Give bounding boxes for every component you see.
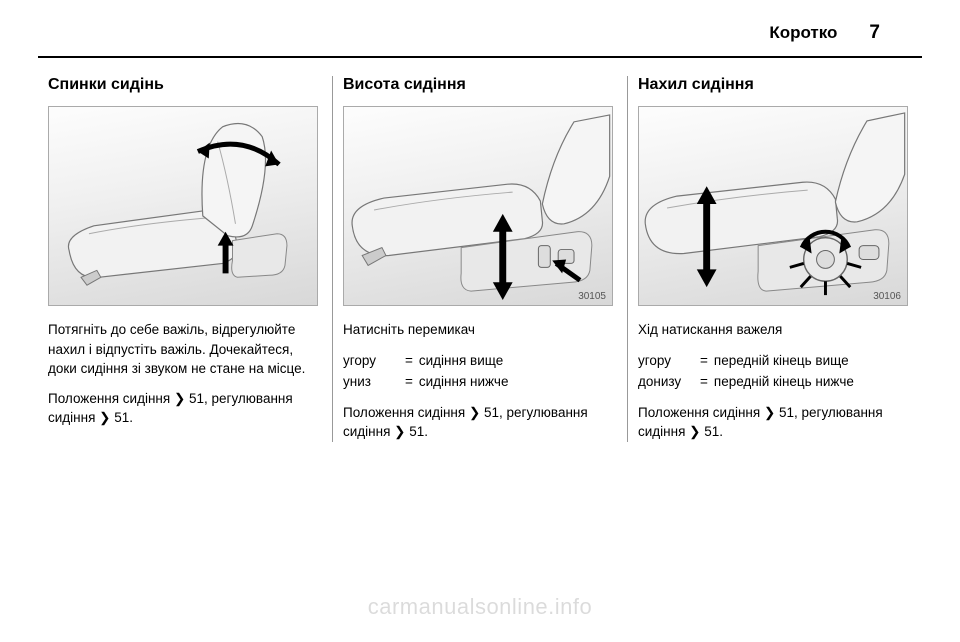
header-page-number: 7 bbox=[869, 22, 880, 44]
column-tilt: Нахил сидіння bbox=[628, 76, 922, 442]
kv-key: донизу bbox=[638, 371, 694, 393]
figure-tilt: 30106 bbox=[638, 106, 908, 306]
column-refs: Положення сидіння ❯ 51, регулювання сиді… bbox=[343, 403, 617, 442]
header-section-title: Коротко bbox=[769, 23, 837, 43]
figure-height: 30105 bbox=[343, 106, 613, 306]
kv-table: угору = передній кінець вище донизу = пе… bbox=[638, 350, 912, 393]
kv-row: угору = передній кінець вище bbox=[638, 350, 912, 372]
column-title: Спинки сидінь bbox=[48, 76, 322, 94]
column-height: Висота сидіння bbox=[333, 76, 628, 442]
figure-label: 30105 bbox=[578, 291, 606, 302]
column-lead: Натисніть перемикач bbox=[343, 320, 617, 340]
figure-backrest bbox=[48, 106, 318, 306]
kv-eq: = bbox=[694, 350, 714, 372]
content-row: Спинки сидінь bbox=[0, 58, 960, 442]
seat-tilt-illustration bbox=[639, 107, 907, 305]
page-header: Коротко 7 bbox=[38, 0, 922, 58]
figure-label: 30106 bbox=[873, 291, 901, 302]
seat-backrest-illustration bbox=[49, 107, 317, 305]
column-refs: Положення сидіння ❯ 51, регулювання сиді… bbox=[48, 389, 322, 428]
watermark: carmanualsonline.info bbox=[368, 594, 593, 620]
kv-key: униз bbox=[343, 371, 399, 393]
kv-eq: = bbox=[399, 371, 419, 393]
kv-eq: = bbox=[399, 350, 419, 372]
kv-val: сидіння нижче bbox=[419, 371, 509, 393]
kv-eq: = bbox=[694, 371, 714, 393]
seat-height-illustration bbox=[344, 107, 612, 305]
kv-key: угору bbox=[343, 350, 399, 372]
column-lead: Хід натискання важеля bbox=[638, 320, 912, 340]
column-backrest: Спинки сидінь bbox=[38, 76, 333, 442]
kv-row: донизу = передній кінець нижче bbox=[638, 371, 912, 393]
kv-val: передній кінець вище bbox=[714, 350, 849, 372]
column-refs: Положення сидіння ❯ 51, регулювання сиді… bbox=[638, 403, 912, 442]
kv-row: угору = сидіння вище bbox=[343, 350, 617, 372]
kv-val: сидіння вище bbox=[419, 350, 503, 372]
column-body: Потягніть до себе важіль, відрегулюйте н… bbox=[48, 320, 322, 379]
column-title: Нахил сидіння bbox=[638, 76, 912, 94]
column-title: Висота сидіння bbox=[343, 76, 617, 94]
kv-key: угору bbox=[638, 350, 694, 372]
kv-val: передній кінець нижче bbox=[714, 371, 854, 393]
kv-row: униз = сидіння нижче bbox=[343, 371, 617, 393]
kv-table: угору = сидіння вище униз = сидіння нижч… bbox=[343, 350, 617, 393]
